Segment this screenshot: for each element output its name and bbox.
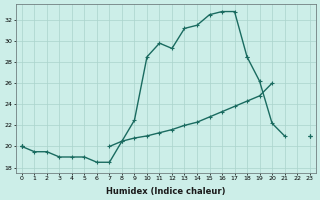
X-axis label: Humidex (Indice chaleur): Humidex (Indice chaleur)	[106, 187, 226, 196]
